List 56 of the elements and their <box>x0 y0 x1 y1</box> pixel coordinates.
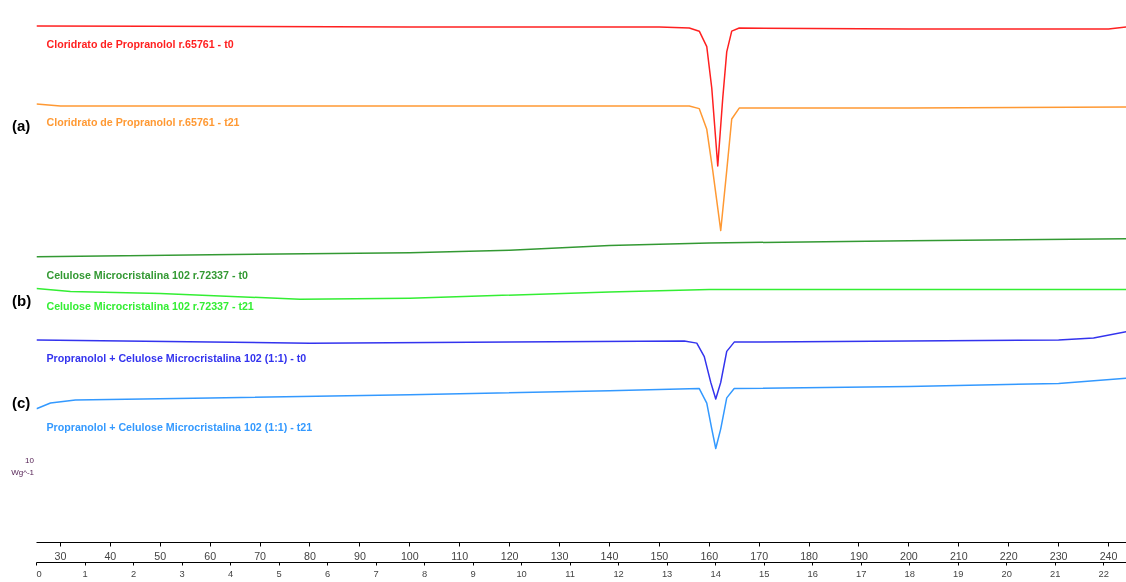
series-label: Celulose Microcristalina 102 r.72337 - t21 <box>46 300 254 313</box>
x2-tick-label: 22 <box>1098 568 1109 579</box>
x-tick-label: 180 <box>800 549 819 562</box>
x2-tick-label: 20 <box>1001 568 1012 579</box>
x-tick-label: 220 <box>999 549 1018 562</box>
x-tick-label: 70 <box>254 549 267 562</box>
series-label: Propranolol + Celulose Microcristalina 102 (1:1) - t0 <box>46 352 307 365</box>
x2-tick-label: 19 <box>952 568 964 579</box>
x2-tick-label: 11 <box>565 568 575 579</box>
x2-tick-label: 18 <box>904 568 915 579</box>
x2-tick-label: 3 <box>179 568 185 579</box>
x2-tick-label: 21 <box>1050 568 1061 579</box>
x2-tick-label: 14 <box>710 568 721 579</box>
series-label: Cloridrato de Propranolol r.65761 - t21 <box>46 116 240 129</box>
x2-tick-label: 0 <box>36 568 42 579</box>
x2-tick-label: 15 <box>758 568 770 579</box>
text: (b) <box>12 291 32 309</box>
x2-tick-label: 1 <box>82 568 88 579</box>
x-tick-label: 160 <box>700 549 719 562</box>
x-tick-label: 130 <box>550 549 569 562</box>
x2-tick-label: 17 <box>855 568 867 579</box>
x-tick-label: 30 <box>54 549 67 562</box>
x2-tick-label: 2 <box>130 568 137 579</box>
x-tick-label: 100 <box>400 549 419 562</box>
x2-tick-label: 12 <box>613 568 624 579</box>
series-label: Cloridrato de Propranolol r.65761 - t0 <box>46 38 234 51</box>
x-tick-label: 210 <box>949 549 968 562</box>
x-tick-label: 190 <box>850 549 868 562</box>
x2-tick-label: 6 <box>324 568 331 579</box>
series-label: Celulose Microcristalina 102 r.72337 - t0 <box>46 268 248 281</box>
x-tick-label: 170 <box>750 549 769 562</box>
x-tick-label: 60 <box>204 549 217 562</box>
x-tick-label: 50 <box>154 549 167 562</box>
x-tick-label: 40 <box>104 549 117 562</box>
x2-tick-label: 5 <box>276 568 282 579</box>
x2-tick-label: 9 <box>470 568 476 579</box>
x-tick-label: 200 <box>900 549 918 562</box>
x2-tick-label: 4 <box>227 568 234 579</box>
text: Wg^-1 <box>11 467 34 477</box>
x2-tick-label: 10 <box>516 568 527 579</box>
x-tick-label: 110 <box>451 549 469 562</box>
x-tick-label: 120 <box>500 549 519 562</box>
x2-tick-label: 13 <box>661 568 673 579</box>
x2-tick-label: 16 <box>807 568 818 579</box>
x-tick-label: 240 <box>1099 549 1118 562</box>
text: 10 <box>25 455 34 465</box>
x2-tick-label: 7 <box>373 568 379 579</box>
x-tick-label: 150 <box>650 549 669 562</box>
x-tick-label: 140 <box>600 549 619 562</box>
text: (c) <box>12 393 31 411</box>
x-tick-label: 230 <box>1049 549 1068 562</box>
x-tick-label: 90 <box>353 549 366 562</box>
text: (a) <box>12 116 31 134</box>
x2-tick-label: 8 <box>421 568 428 579</box>
series-label: Propranolol + Celulose Microcristalina 102 (1:1) - t21 <box>46 420 313 433</box>
x-tick-label: 80 <box>304 549 316 562</box>
